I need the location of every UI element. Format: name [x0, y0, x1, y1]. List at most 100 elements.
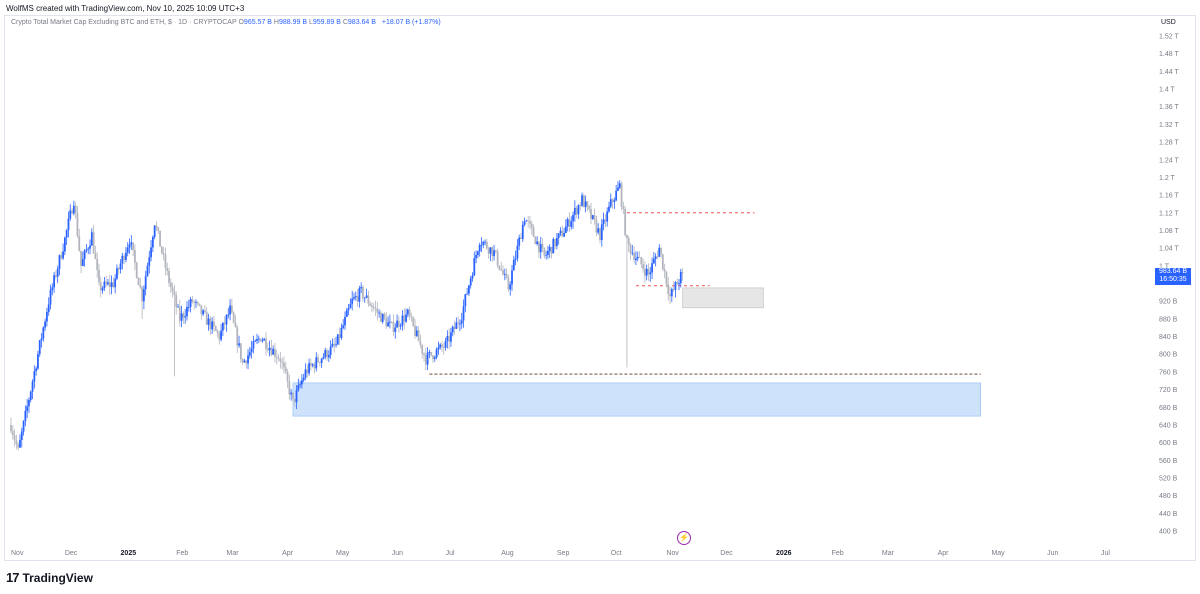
- candle-body: [538, 241, 540, 253]
- candle-body: [424, 355, 427, 365]
- candle-body: [676, 282, 679, 285]
- candle-body: [572, 214, 574, 222]
- candle-body: [20, 431, 23, 441]
- candle-body: [597, 228, 600, 233]
- candle-body: [144, 276, 147, 290]
- symbol-name[interactable]: Crypto Total Market Cap Excluding BTC an…: [11, 19, 237, 26]
- candle-body: [552, 238, 555, 254]
- candle-body: [518, 237, 521, 246]
- current-price-badge: 983.64 B 16:50:35: [1155, 268, 1191, 285]
- candle-body: [153, 225, 156, 238]
- candle-body: [248, 352, 251, 356]
- candle-body: [335, 344, 337, 346]
- candle-body: [279, 358, 282, 362]
- candle-body: [333, 343, 336, 346]
- candle-body: [356, 296, 359, 302]
- candle-body: [236, 327, 239, 346]
- candle-body: [338, 334, 341, 338]
- candle-body: [410, 316, 413, 318]
- candle-body: [640, 257, 643, 265]
- candle-body: [360, 286, 363, 289]
- x-tick-label: Apr: [938, 550, 950, 557]
- candle-body: [681, 271, 684, 274]
- candle-body: [566, 219, 569, 227]
- candle-body: [218, 332, 221, 340]
- candle-body: [105, 281, 108, 285]
- x-tick-label: 2025: [121, 550, 137, 557]
- candle-body: [593, 215, 596, 220]
- y-tick-label: 1 T: [1159, 263, 1170, 270]
- candle-body: [435, 349, 438, 358]
- candle-body: [475, 255, 477, 259]
- candle-body: [372, 307, 375, 309]
- candle-body: [108, 282, 111, 287]
- candle-body: [643, 268, 646, 276]
- candle-body: [42, 327, 45, 339]
- y-tick-label: 1.44 T: [1159, 69, 1179, 76]
- y-tick-label: 1.4 T: [1159, 87, 1176, 94]
- candle-body: [581, 195, 583, 206]
- candle-body: [568, 219, 571, 227]
- candle-body: [469, 278, 472, 286]
- candle-body: [245, 360, 248, 364]
- candle-body: [10, 424, 12, 432]
- candle-body: [151, 237, 154, 248]
- y-tick-label: 560 B: [1159, 458, 1178, 465]
- candle-body: [468, 285, 470, 294]
- candle-body: [394, 327, 397, 332]
- candle-body: [455, 322, 458, 329]
- x-tick-label: Oct: [611, 550, 622, 557]
- candle-body: [649, 272, 652, 275]
- candle-body: [349, 303, 352, 309]
- candle-body: [575, 207, 578, 215]
- candle-body: [195, 301, 197, 303]
- x-tick-label: Nov: [666, 550, 679, 557]
- candle-body: [466, 293, 469, 295]
- candle-body: [658, 247, 661, 257]
- candle-body: [37, 354, 39, 369]
- candle-body: [261, 340, 264, 342]
- x-tick-label: Feb: [832, 550, 844, 557]
- candle-body: [588, 206, 591, 210]
- candle-body: [288, 381, 291, 395]
- symbol-legend[interactable]: Crypto Total Market Cap Excluding BTC an…: [11, 19, 441, 26]
- candle-body: [171, 287, 174, 292]
- chart-attribution: WolfMS created with TradingView.com, Nov…: [6, 4, 245, 13]
- candle-body: [76, 213, 79, 236]
- candle-body: [347, 308, 350, 311]
- candle-body: [211, 321, 214, 330]
- candle-body: [444, 341, 447, 348]
- candle-body: [141, 287, 143, 302]
- candle-body: [442, 347, 445, 349]
- x-tick-label: Mar: [226, 550, 239, 557]
- candle-body: [617, 187, 619, 191]
- y-tick-label: 1.08 T: [1159, 228, 1179, 235]
- candle-body: [313, 364, 316, 369]
- candle-body: [159, 230, 161, 247]
- chart-frame[interactable]: [4, 15, 1196, 561]
- candle-body: [399, 325, 402, 327]
- candle-body: [155, 225, 158, 228]
- candle-body: [180, 313, 183, 321]
- lightning-icon[interactable]: ⚡: [677, 531, 691, 545]
- candle-body: [523, 221, 526, 225]
- candle-body: [631, 252, 634, 254]
- candle-body: [40, 338, 43, 341]
- candle-body: [178, 306, 181, 321]
- candle-body: [491, 247, 494, 257]
- candle-body: [530, 223, 533, 228]
- candle-body: [473, 258, 476, 276]
- candle-body: [496, 251, 499, 266]
- candle-body: [541, 243, 544, 248]
- candle-body: [51, 287, 54, 290]
- candle-body: [430, 352, 433, 356]
- candle-body: [315, 357, 318, 369]
- currency-label[interactable]: USD: [1161, 19, 1176, 26]
- candle-body: [22, 421, 25, 432]
- candle-body: [187, 306, 190, 308]
- candle-body: [275, 356, 278, 358]
- candle-body: [661, 254, 664, 270]
- candle-body: [464, 294, 467, 307]
- candle-body: [150, 247, 152, 258]
